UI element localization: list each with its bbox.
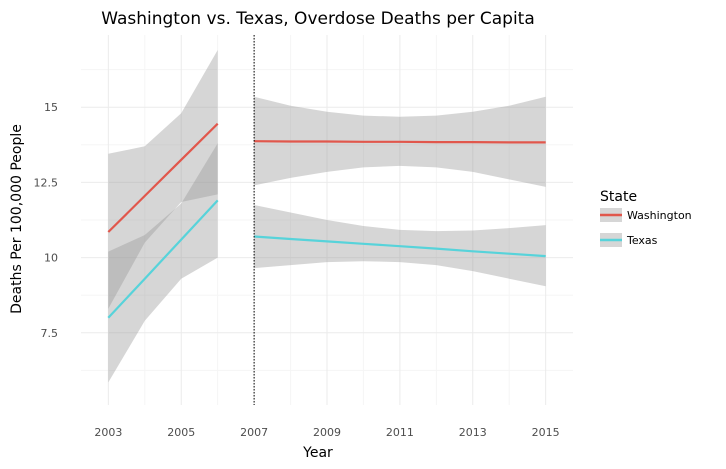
x-tick-label: 2003 xyxy=(94,426,122,439)
x-tick-label: 2011 xyxy=(386,426,414,439)
x-axis-title: Year xyxy=(302,445,333,461)
chart-title: Washington vs. Texas, Overdose Deaths pe… xyxy=(101,9,535,29)
series-line xyxy=(107,122,219,233)
y-axis-title: Deaths Per 100,000 People xyxy=(9,124,25,314)
x-tick-label: 2005 xyxy=(167,426,195,439)
legend-items: Washington Texas xyxy=(600,208,692,247)
series-line xyxy=(107,199,219,319)
series-line xyxy=(254,235,546,258)
grid xyxy=(81,35,573,405)
y-tick-label: 15 xyxy=(44,101,58,114)
legend: State Washington Texas xyxy=(600,189,692,247)
series-lines xyxy=(107,122,546,319)
confidence-band xyxy=(108,143,218,383)
y-tick-label: 12.5 xyxy=(34,176,59,189)
x-tick-label: 2009 xyxy=(313,426,341,439)
legend-label: Texas xyxy=(626,234,658,247)
y-tick-label: 10 xyxy=(44,252,58,265)
x-tick-label: 2015 xyxy=(532,426,560,439)
x-tick-label: 2013 xyxy=(459,426,487,439)
legend-title: State xyxy=(600,189,637,205)
y-tick-label: 7.5 xyxy=(41,327,59,340)
y-axis-ticks: 7.5 10 12.5 15 xyxy=(34,101,59,340)
series-line xyxy=(254,140,546,144)
x-tick-label: 2007 xyxy=(240,426,268,439)
x-axis-ticks: 2003 2005 2007 2009 2011 2013 2015 xyxy=(94,426,559,439)
legend-label: Washington xyxy=(627,209,692,222)
